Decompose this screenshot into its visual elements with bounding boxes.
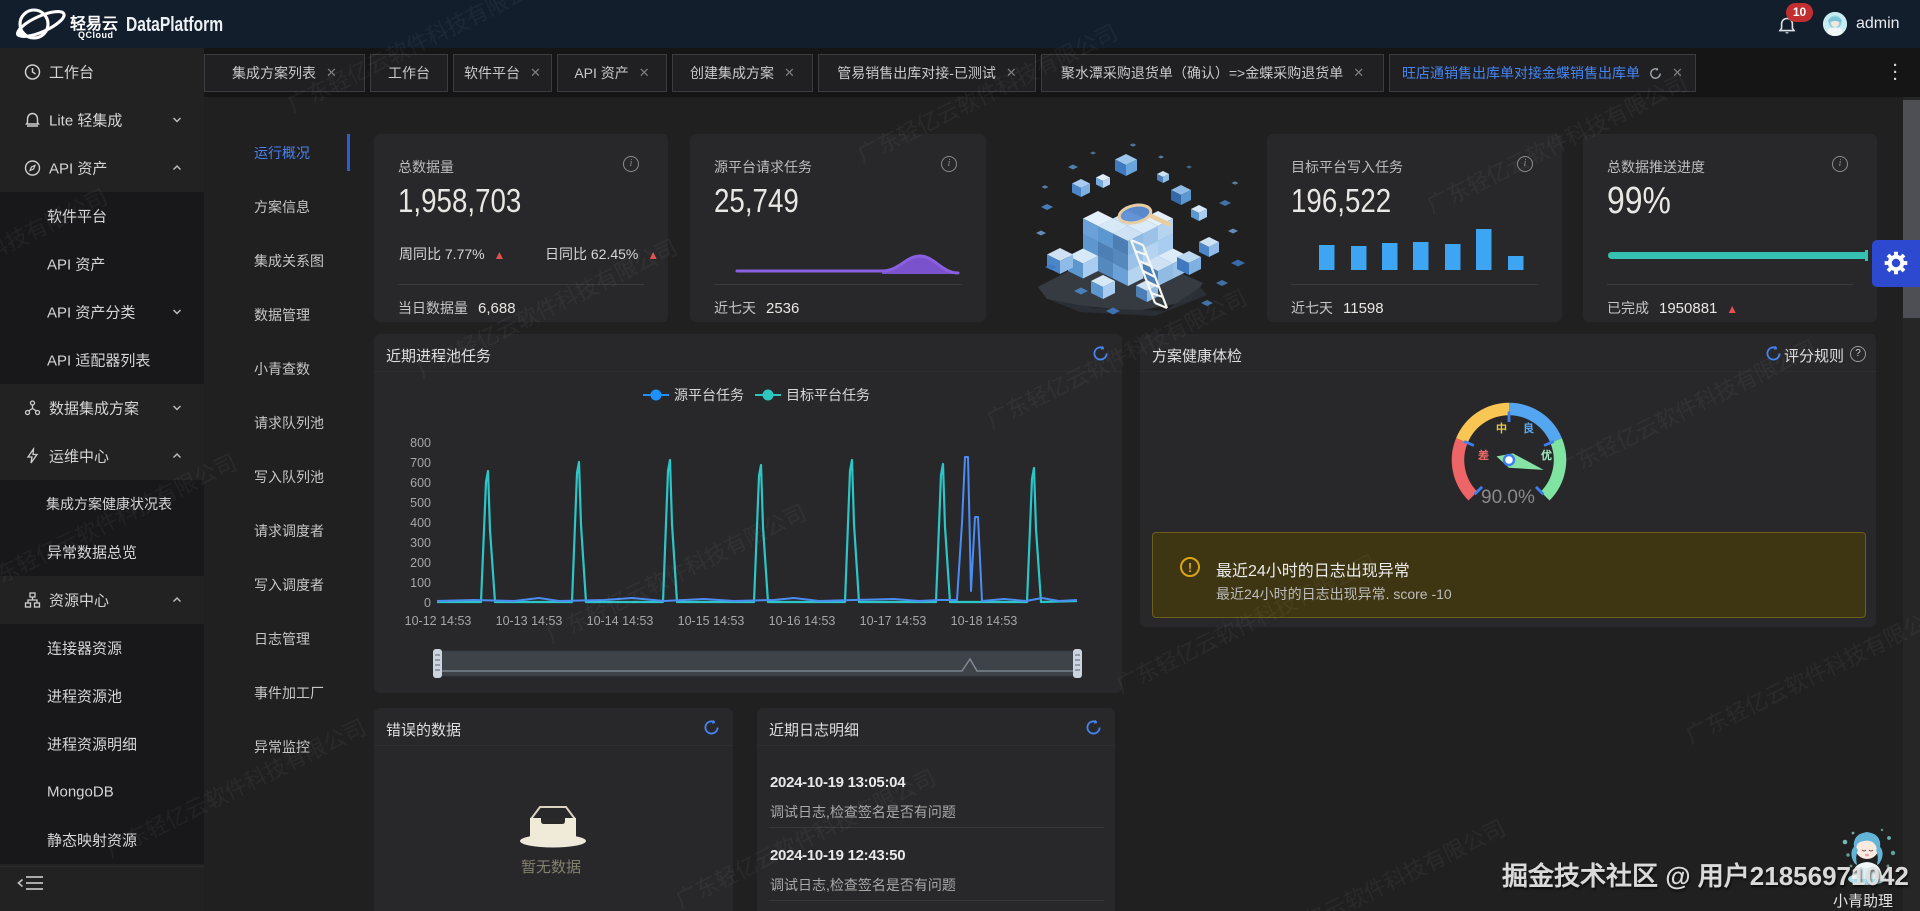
svg-text:800: 800	[410, 436, 431, 450]
svg-text:源平台任务: 源平台任务	[674, 387, 744, 403]
svg-text:差: 差	[1478, 448, 1489, 462]
svg-text:10-16 14:53: 10-16 14:53	[769, 614, 836, 628]
svg-text:700: 700	[410, 456, 431, 470]
svg-text:0: 0	[424, 596, 431, 610]
svg-text:500: 500	[410, 496, 431, 510]
svg-text:600: 600	[410, 476, 431, 490]
svg-text:10-15 14:53: 10-15 14:53	[678, 614, 745, 628]
svg-text:良: 良	[1523, 421, 1534, 435]
svg-text:中: 中	[1496, 421, 1507, 435]
svg-text:目标平台任务: 目标平台任务	[786, 387, 870, 403]
svg-text:400: 400	[410, 516, 431, 530]
svg-text:10-13 14:53: 10-13 14:53	[496, 614, 563, 628]
svg-text:10-18 14:53: 10-18 14:53	[951, 614, 1018, 628]
svg-text:10-12 14:53: 10-12 14:53	[405, 614, 472, 628]
svg-text:100: 100	[410, 576, 431, 590]
svg-text:优: 优	[1541, 448, 1552, 462]
svg-text:300: 300	[410, 536, 431, 550]
svg-text:200: 200	[410, 556, 431, 570]
svg-text:10-14 14:53: 10-14 14:53	[587, 614, 654, 628]
svg-text:10-17 14:53: 10-17 14:53	[860, 614, 927, 628]
